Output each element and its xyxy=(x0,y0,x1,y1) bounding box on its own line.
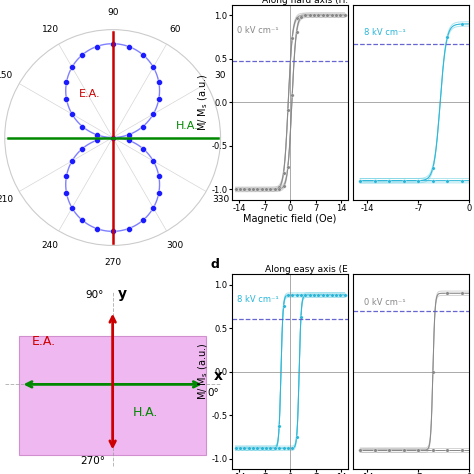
Text: x: x xyxy=(213,369,222,383)
Y-axis label: M/ M$_\mathrm{s}$ (a.u.): M/ M$_\mathrm{s}$ (a.u.) xyxy=(197,343,210,401)
Point xyxy=(155,173,163,180)
Text: d: d xyxy=(211,258,220,272)
Text: 8 kV cm⁻¹: 8 kV cm⁻¹ xyxy=(364,28,406,37)
Text: 0 kV cm⁻¹: 0 kV cm⁻¹ xyxy=(364,298,405,307)
Text: 0 kV cm⁻¹: 0 kV cm⁻¹ xyxy=(237,26,279,35)
Point xyxy=(93,225,100,232)
Point xyxy=(125,43,132,50)
Point xyxy=(79,51,86,58)
X-axis label: Magnetic field (Oe): Magnetic field (Oe) xyxy=(243,214,337,225)
Text: H.A.: H.A. xyxy=(132,406,158,419)
Text: y: y xyxy=(118,287,127,301)
Point xyxy=(139,217,146,224)
Text: 90°: 90° xyxy=(85,291,104,301)
Point xyxy=(139,51,146,58)
Point xyxy=(63,173,70,180)
Point xyxy=(149,110,157,118)
Text: 0°: 0° xyxy=(208,388,219,398)
Point xyxy=(68,110,76,118)
Bar xyxy=(19,336,206,455)
Point xyxy=(155,189,163,196)
Point xyxy=(79,217,86,224)
Point xyxy=(149,204,157,212)
Y-axis label: M/ M$_\mathrm{s}$ (a.u.): M/ M$_\mathrm{s}$ (a.u.) xyxy=(197,73,210,131)
Text: E.A.: E.A. xyxy=(32,335,56,348)
Text: Along hard axis (H.: Along hard axis (H. xyxy=(262,0,348,5)
Point xyxy=(63,79,70,86)
Point xyxy=(79,123,86,130)
Point xyxy=(125,137,132,144)
Point xyxy=(93,131,100,138)
Text: Along easy axis (E: Along easy axis (E xyxy=(265,265,348,274)
Text: 270°: 270° xyxy=(80,456,105,465)
Point xyxy=(139,145,146,152)
Point xyxy=(93,137,100,144)
Point xyxy=(68,204,76,212)
Point xyxy=(155,95,163,102)
Text: 8 kV cm⁻¹: 8 kV cm⁻¹ xyxy=(237,295,279,304)
Point xyxy=(68,157,76,165)
Point xyxy=(149,157,157,165)
Point xyxy=(109,134,117,141)
Text: H.A.: H.A. xyxy=(175,121,198,131)
Point xyxy=(109,134,117,141)
Point xyxy=(79,145,86,152)
Point xyxy=(155,79,163,86)
Point xyxy=(93,43,100,50)
Point xyxy=(125,225,132,232)
Point xyxy=(109,228,117,235)
Point xyxy=(149,64,157,71)
Point xyxy=(68,64,76,71)
Point xyxy=(109,40,117,47)
Point xyxy=(63,189,70,196)
Point xyxy=(125,131,132,138)
Text: c: c xyxy=(211,0,219,2)
Point xyxy=(139,123,146,130)
Text: E.A.: E.A. xyxy=(79,90,100,100)
Point xyxy=(63,95,70,102)
